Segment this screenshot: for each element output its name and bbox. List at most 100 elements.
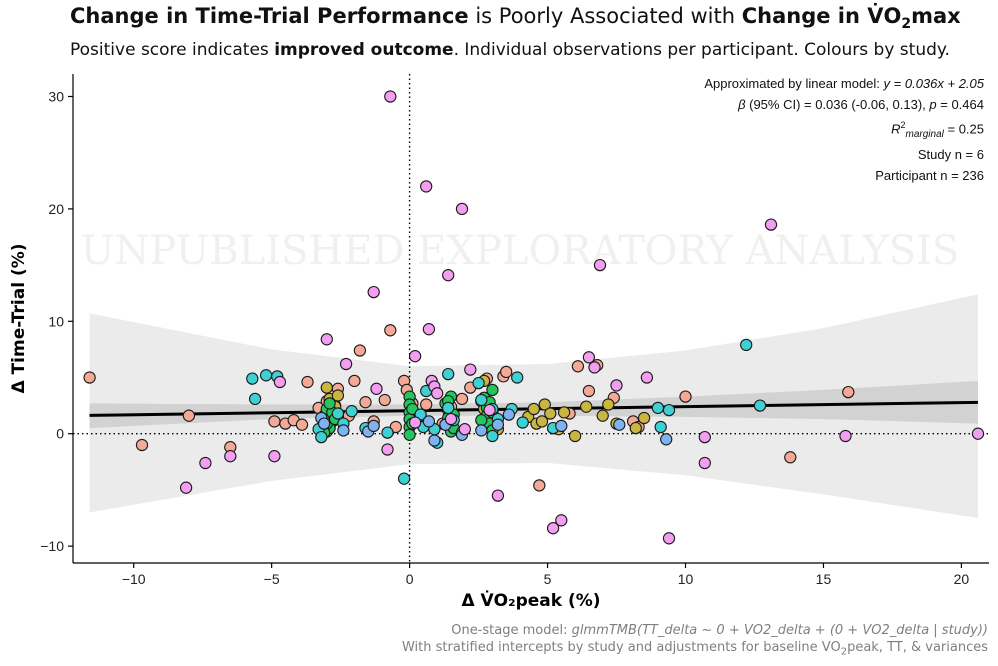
x-tick-label: 5 (544, 571, 552, 587)
data-point (444, 412, 458, 426)
data-point (571, 360, 585, 373)
data-point (339, 357, 353, 371)
data-point (472, 376, 485, 390)
data-point (135, 438, 149, 452)
data-point (500, 365, 513, 379)
subtitle-part-c: . Individual observations per participan… (453, 40, 950, 60)
x-tick-label: 10 (678, 571, 694, 587)
data-point (475, 393, 488, 407)
data-point (662, 403, 676, 417)
watermark-text: UNPUBLISHED EXPLORATORY ANALYSIS (81, 228, 960, 274)
data-point (331, 389, 345, 402)
annotation-beta-symbol: β (738, 96, 746, 112)
data-point (428, 434, 441, 447)
annotation-p-text: = 0.464 (936, 96, 984, 112)
data-point (842, 385, 855, 399)
title-part-c: Change in V̇O (741, 4, 902, 28)
data-point (596, 409, 609, 422)
data-point (651, 401, 665, 415)
x-tick-label: −10 (122, 571, 146, 587)
data-point (320, 333, 333, 346)
data-point (431, 387, 444, 400)
caption-line-2: With stratified intercepts by study and … (402, 639, 988, 661)
data-point (557, 406, 571, 419)
data-point (491, 418, 505, 431)
x-tick-label: 20 (954, 571, 970, 587)
data-point (397, 472, 411, 485)
data-point (317, 417, 331, 430)
y-tick-label: 30 (48, 88, 64, 104)
data-point (248, 392, 262, 406)
data-point (301, 375, 314, 389)
data-points (83, 90, 985, 545)
data-point (273, 375, 287, 389)
data-point (588, 361, 601, 374)
data-point (971, 427, 985, 440)
data-point (268, 415, 281, 428)
data-point (337, 424, 350, 437)
data-point (420, 180, 433, 193)
data-point (408, 416, 422, 429)
caption-line-1: One-stage model: glmmTMB(TT_delta ~ 0 + … (402, 622, 988, 639)
x-tick-label: 0 (406, 571, 414, 587)
data-point (268, 450, 281, 463)
data-point (533, 479, 546, 492)
data-point (378, 393, 391, 407)
data-point (538, 398, 551, 411)
data-point (839, 429, 852, 443)
data-point (323, 397, 336, 410)
annotation-beta-text: (95% CI) = 0.036 (-0.06, 0.13), (745, 96, 930, 112)
data-point (546, 522, 560, 535)
title-part-b: is Poorly Associated with (468, 4, 742, 28)
data-point (527, 402, 540, 416)
data-point (403, 428, 416, 441)
data-point (698, 456, 711, 470)
caption-line2-end: peak, TT, & variances (847, 640, 988, 655)
data-point (610, 379, 623, 392)
data-point (381, 443, 394, 456)
data-point (593, 258, 607, 272)
data-point (613, 418, 626, 431)
reference-lines (73, 74, 989, 563)
y-tick-label: 10 (48, 313, 64, 329)
data-point (544, 407, 557, 420)
data-point (359, 396, 372, 409)
data-point (384, 324, 397, 337)
y-axis-label: Δ Time-Trial (%) (9, 243, 29, 393)
data-point (629, 421, 642, 435)
data-point (179, 481, 193, 494)
model-annotation: Approximated by linear model: y = 0.036x… (704, 74, 984, 186)
data-point (381, 426, 394, 439)
data-point (315, 430, 328, 444)
y-tick-label: 0 (56, 426, 64, 442)
data-point (582, 351, 596, 364)
data-point (384, 90, 397, 103)
data-point (660, 433, 673, 446)
data-point (555, 419, 568, 433)
data-point (370, 382, 383, 395)
data-point (422, 415, 436, 428)
data-point (345, 405, 358, 418)
subtitle-part-b: improved outcome (274, 40, 454, 60)
title-part-a: Change in Time-Trial Performance (70, 4, 469, 28)
data-point (408, 350, 422, 363)
data-point (740, 338, 753, 352)
annotation-p-label: p (929, 96, 937, 112)
data-point (422, 323, 436, 336)
data-point (486, 383, 499, 397)
annotation-study-n: Study n = 6 (917, 147, 984, 163)
chart-subtitle: Positive score indicates improved outcom… (70, 40, 950, 60)
data-point (420, 398, 433, 411)
data-point (182, 409, 196, 422)
annotation-r2-sup: 2 (900, 120, 906, 130)
data-point (475, 414, 488, 427)
x-tick-label: −5 (264, 571, 280, 587)
title-part-c-sub: 2 (901, 16, 912, 33)
annotation-r2-sub: marginal (905, 128, 944, 140)
caption-line1-prefix: One-stage model: (451, 623, 572, 638)
subtitle-part-a: Positive score indicates (70, 40, 275, 60)
annotation-participant-n: Participant n = 236 (875, 167, 984, 183)
data-point (246, 372, 259, 385)
data-point (464, 363, 477, 376)
